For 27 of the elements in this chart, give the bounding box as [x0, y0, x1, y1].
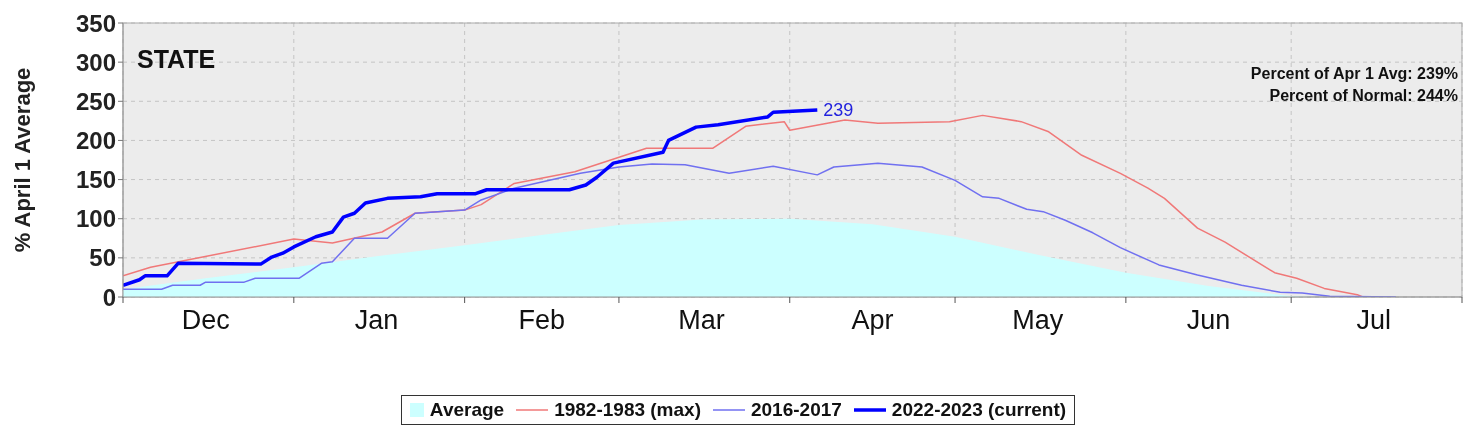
y-axis-title: % April 1 Average: [9, 67, 35, 253]
x-tick-label: Mar: [678, 305, 725, 335]
x-tick-label: Dec: [181, 305, 230, 335]
legend-label: Average: [429, 399, 505, 421]
text: STATE: [137, 45, 216, 74]
y-tick-label: 100: [75, 205, 116, 233]
y-tick-label: 50: [89, 244, 116, 272]
y-tick-label: 200: [75, 126, 116, 154]
x-tick-label: Jul: [1356, 305, 1392, 335]
annotation: Percent of Normal: 244%: [1268, 86, 1458, 106]
x-tick-label: May: [1012, 305, 1064, 335]
y-tick-label: 350: [75, 9, 116, 37]
x-tick-label: Jan: [354, 305, 399, 335]
y-tick-label: 250: [75, 87, 116, 115]
x-tick-label: Apr: [851, 305, 894, 335]
y-tick-label: 150: [75, 166, 116, 194]
legend-label: 2016-2017: [750, 399, 842, 421]
annotation: Percent of Apr 1 Avg: 239%: [1250, 64, 1458, 84]
line-series: [123, 114, 1364, 297]
y-tick-label: 0: [102, 283, 116, 311]
line-series: [123, 108, 820, 288]
legend-label: 1982-1983 (max): [554, 399, 701, 421]
annotation: 239: [823, 100, 854, 121]
y-tick-label: 300: [75, 48, 116, 76]
legend-label: 2022-2023 (current): [891, 399, 1067, 421]
x-tick-label: Jun: [1186, 305, 1231, 335]
x-tick-label: Feb: [518, 305, 566, 335]
